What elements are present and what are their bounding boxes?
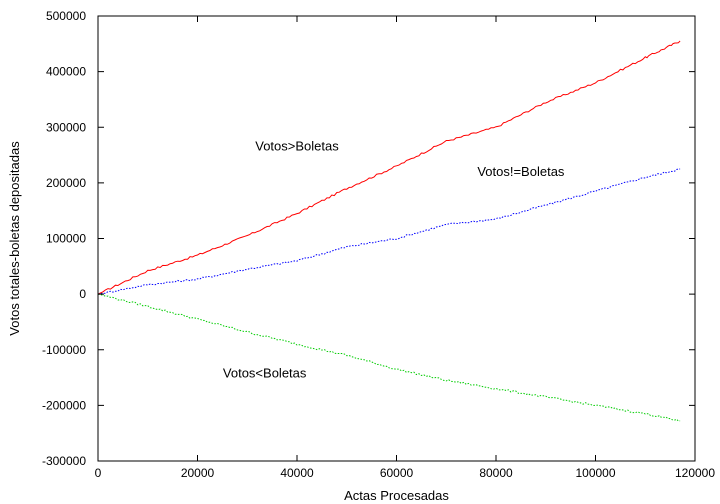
y-tick-label: 200000 [46, 176, 86, 190]
y-axis-ticks: -300000 -200000 -100000 0 100000 200000 300000… [42, 9, 695, 468]
annotation-layer: Votos>Boletas Votos!=Boletas Votos<Boletas [223, 139, 565, 381]
y-tick-label: 300000 [46, 120, 86, 134]
x-axis-title: Actas Procesadas [344, 488, 449, 503]
y-tick-label: -200000 [42, 398, 86, 412]
y-axis-title: Votos totales-boletas depositadas [7, 141, 22, 336]
series-votos-distinto-boletas [97, 168, 681, 295]
y-tick-label: 100000 [46, 232, 86, 246]
x-tick-label: 60000 [380, 466, 414, 480]
y-tick-label: 500000 [46, 9, 86, 23]
y-tick-label: -300000 [42, 454, 86, 468]
y-tick-label: 400000 [46, 65, 86, 79]
y-tick-label: 0 [79, 287, 86, 301]
x-tick-label: 40000 [280, 466, 314, 480]
series-layer [97, 40, 681, 422]
x-tick-label: 20000 [181, 466, 215, 480]
annotation-label: Votos!=Boletas [477, 164, 565, 179]
annotation-label: Votos<Boletas [223, 366, 307, 381]
x-tick-label: 100000 [575, 466, 615, 480]
x-axis-ticks: 0 20000 40000 60000 80000 100000 120000 [95, 16, 715, 480]
x-tick-label: 0 [95, 466, 102, 480]
series-votos-menor-boletas [97, 293, 681, 422]
series-votos-mayor-boletas [97, 40, 681, 295]
x-tick-label: 120000 [675, 466, 715, 480]
annotation-label: Votos>Boletas [255, 139, 339, 154]
x-tick-label: 80000 [479, 466, 513, 480]
y-tick-label: -100000 [42, 343, 86, 357]
